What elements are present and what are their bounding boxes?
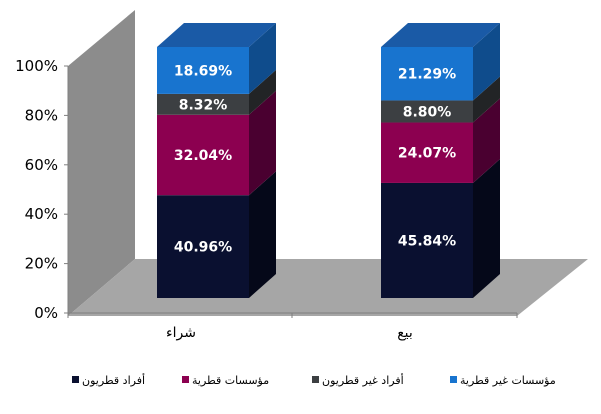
data-label: 8.32% bbox=[179, 97, 228, 113]
floor bbox=[68, 259, 588, 316]
chart-walls bbox=[68, 10, 588, 316]
legend-label: أفراد غير قطريون bbox=[322, 373, 404, 387]
data-label: 45.84% bbox=[398, 233, 456, 249]
bar-segment bbox=[157, 93, 249, 115]
data-label: 8.80% bbox=[403, 104, 452, 120]
bar-segment bbox=[157, 114, 249, 196]
bar-segment bbox=[157, 46, 249, 94]
bar-segment bbox=[381, 182, 473, 298]
bar-segment-side bbox=[249, 171, 276, 298]
y-tick-label: 20% bbox=[25, 255, 58, 273]
bar-segment-side bbox=[473, 98, 500, 183]
data-label: 24.07% bbox=[398, 146, 456, 162]
bar-segment bbox=[381, 47, 473, 101]
data-label: 40.96% bbox=[174, 240, 232, 256]
y-tick-label: 100% bbox=[15, 57, 58, 75]
y-tick-label: 0% bbox=[34, 304, 58, 322]
legend-item: أفراد قطريون bbox=[72, 373, 145, 387]
legend-swatch bbox=[450, 376, 457, 383]
legend-item: مؤسسات غير قطرية bbox=[450, 374, 556, 387]
bars: 40.96% 32.04% 8.32% 18.69% 45.84% 24.07% 8.80%… bbox=[157, 22, 500, 298]
back-wall bbox=[68, 10, 135, 316]
bar-segment-side bbox=[473, 23, 500, 101]
bar-segment-side bbox=[473, 158, 500, 298]
bar-segment-side bbox=[249, 69, 276, 115]
bar-segment bbox=[157, 195, 249, 298]
bar-segment bbox=[381, 100, 473, 123]
y-tick-label: 80% bbox=[25, 106, 58, 124]
y-tick-label: 40% bbox=[25, 205, 58, 223]
legend-swatch bbox=[312, 376, 319, 383]
legend-label: أفراد قطريون bbox=[82, 373, 145, 387]
bar-segment bbox=[381, 122, 473, 183]
legend-item: مؤسسات قطرية bbox=[182, 374, 269, 387]
legend-label: مؤسسات غير قطرية bbox=[460, 374, 556, 387]
bar-top bbox=[157, 22, 276, 47]
category-label: بيع bbox=[397, 325, 413, 341]
bar-segment-side bbox=[249, 22, 276, 94]
legend-swatch bbox=[182, 376, 189, 383]
legend-item: أفراد غير قطريون bbox=[312, 373, 404, 387]
legend-swatch bbox=[72, 376, 79, 383]
bar-segment-side bbox=[473, 76, 500, 123]
bar-top bbox=[381, 23, 500, 47]
axes: 0% 20% 40% 60% 80% 100% شراء بيع bbox=[15, 57, 518, 341]
data-label: 21.29% bbox=[398, 67, 456, 83]
data-label: 18.69% bbox=[174, 63, 232, 79]
bar-segment-side bbox=[249, 90, 276, 196]
y-tick-label: 60% bbox=[25, 156, 58, 174]
category-label: شراء bbox=[166, 325, 196, 341]
legend-label: مؤسسات قطرية bbox=[192, 374, 269, 387]
legend: أفراد قطريون مؤسسات قطرية أفراد غير قطريون… bbox=[72, 373, 556, 387]
data-label: 32.04% bbox=[174, 148, 232, 164]
